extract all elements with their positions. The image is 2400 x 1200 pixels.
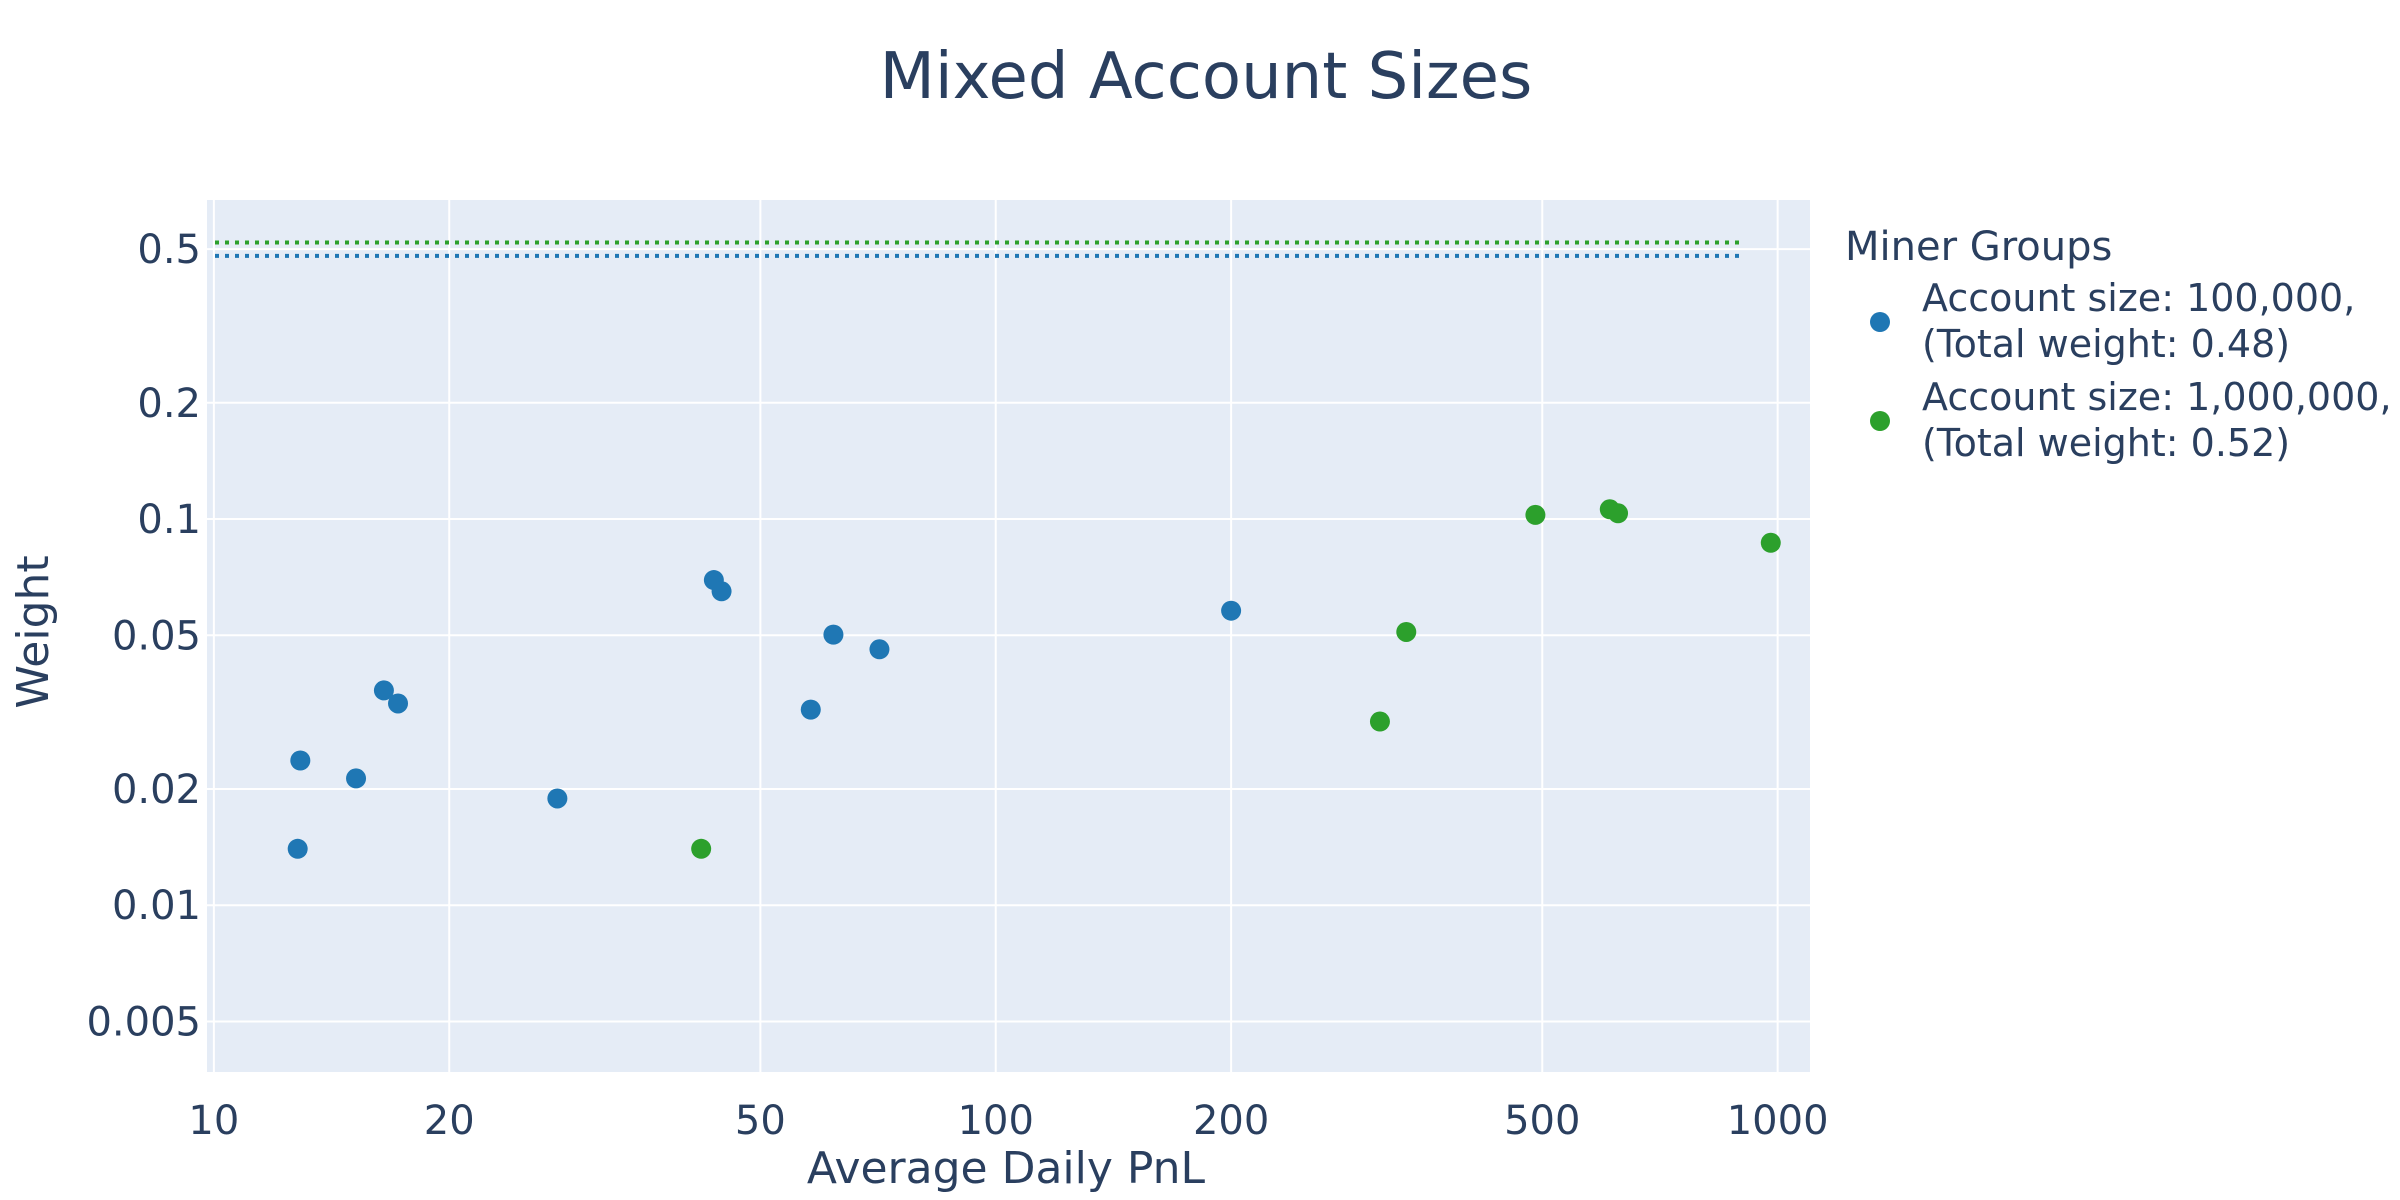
- x-tick-label: 1000: [1727, 1098, 1829, 1144]
- data-point[interactable]: [691, 838, 712, 859]
- data-point[interactable]: [388, 693, 409, 714]
- y-tick-label: 0.1: [137, 497, 201, 543]
- data-points: [287, 499, 1781, 859]
- x-tick-label: 20: [424, 1098, 475, 1144]
- data-point[interactable]: [1608, 503, 1629, 524]
- data-point[interactable]: [1525, 504, 1546, 525]
- legend-items: Account size: 100,000,(Total weight: 0.4…: [1870, 276, 2392, 465]
- x-axis-title: Average Daily PnL: [807, 1143, 1206, 1194]
- data-point[interactable]: [1221, 600, 1242, 621]
- data-point[interactable]: [823, 624, 844, 645]
- grid: [207, 200, 1810, 1072]
- legend-label: (Total weight: 0.48): [1922, 322, 2290, 366]
- x-tick-label: 100: [958, 1098, 1034, 1144]
- x-tick-label: 10: [188, 1098, 239, 1144]
- data-point[interactable]: [547, 788, 568, 809]
- legend-label: Account size: 100,000,: [1922, 276, 2355, 320]
- data-point[interactable]: [711, 581, 732, 602]
- legend-title: Miner Groups: [1845, 224, 2112, 270]
- data-point[interactable]: [287, 838, 308, 859]
- y-tick-label: 0.005: [86, 999, 201, 1045]
- legend-marker: [1870, 312, 1890, 332]
- y-tick-label: 0.2: [137, 381, 201, 427]
- data-point[interactable]: [869, 639, 890, 660]
- data-point[interactable]: [346, 768, 367, 789]
- y-tick-label: 0.05: [112, 613, 201, 659]
- data-point[interactable]: [800, 699, 821, 720]
- legend[interactable]: Miner Groups Account size: 100,000,(Tota…: [1845, 224, 2392, 465]
- y-axis-title: Weight: [8, 555, 59, 708]
- y-tick-label: 0.02: [112, 767, 201, 813]
- chart-title: Mixed Account Sizes: [880, 40, 1533, 114]
- x-tick-label: 200: [1193, 1098, 1269, 1144]
- legend-item[interactable]: Account size: 100,000,(Total weight: 0.4…: [1870, 276, 2355, 366]
- y-tick-label: 0.01: [112, 883, 201, 929]
- y-tick-label: 0.5: [137, 227, 201, 273]
- x-tick-label: 500: [1504, 1098, 1580, 1144]
- legend-marker: [1870, 411, 1890, 431]
- data-point[interactable]: [373, 680, 394, 701]
- legend-item[interactable]: Account size: 1,000,000,(Total weight: 0…: [1870, 375, 2392, 465]
- legend-label: (Total weight: 0.52): [1922, 421, 2290, 465]
- x-tick-label: 50: [735, 1098, 786, 1144]
- data-point[interactable]: [1369, 711, 1390, 732]
- data-point[interactable]: [1396, 621, 1417, 642]
- x-axis-ticks: 10 20 50 100 200 500 1000: [188, 1098, 1828, 1144]
- data-point[interactable]: [1760, 532, 1781, 553]
- legend-label: Account size: 1,000,000,: [1922, 375, 2392, 419]
- y-axis-ticks: 0.005 0.01 0.02 0.05 0.1 0.2 0.5: [86, 227, 201, 1045]
- data-point[interactable]: [290, 750, 311, 771]
